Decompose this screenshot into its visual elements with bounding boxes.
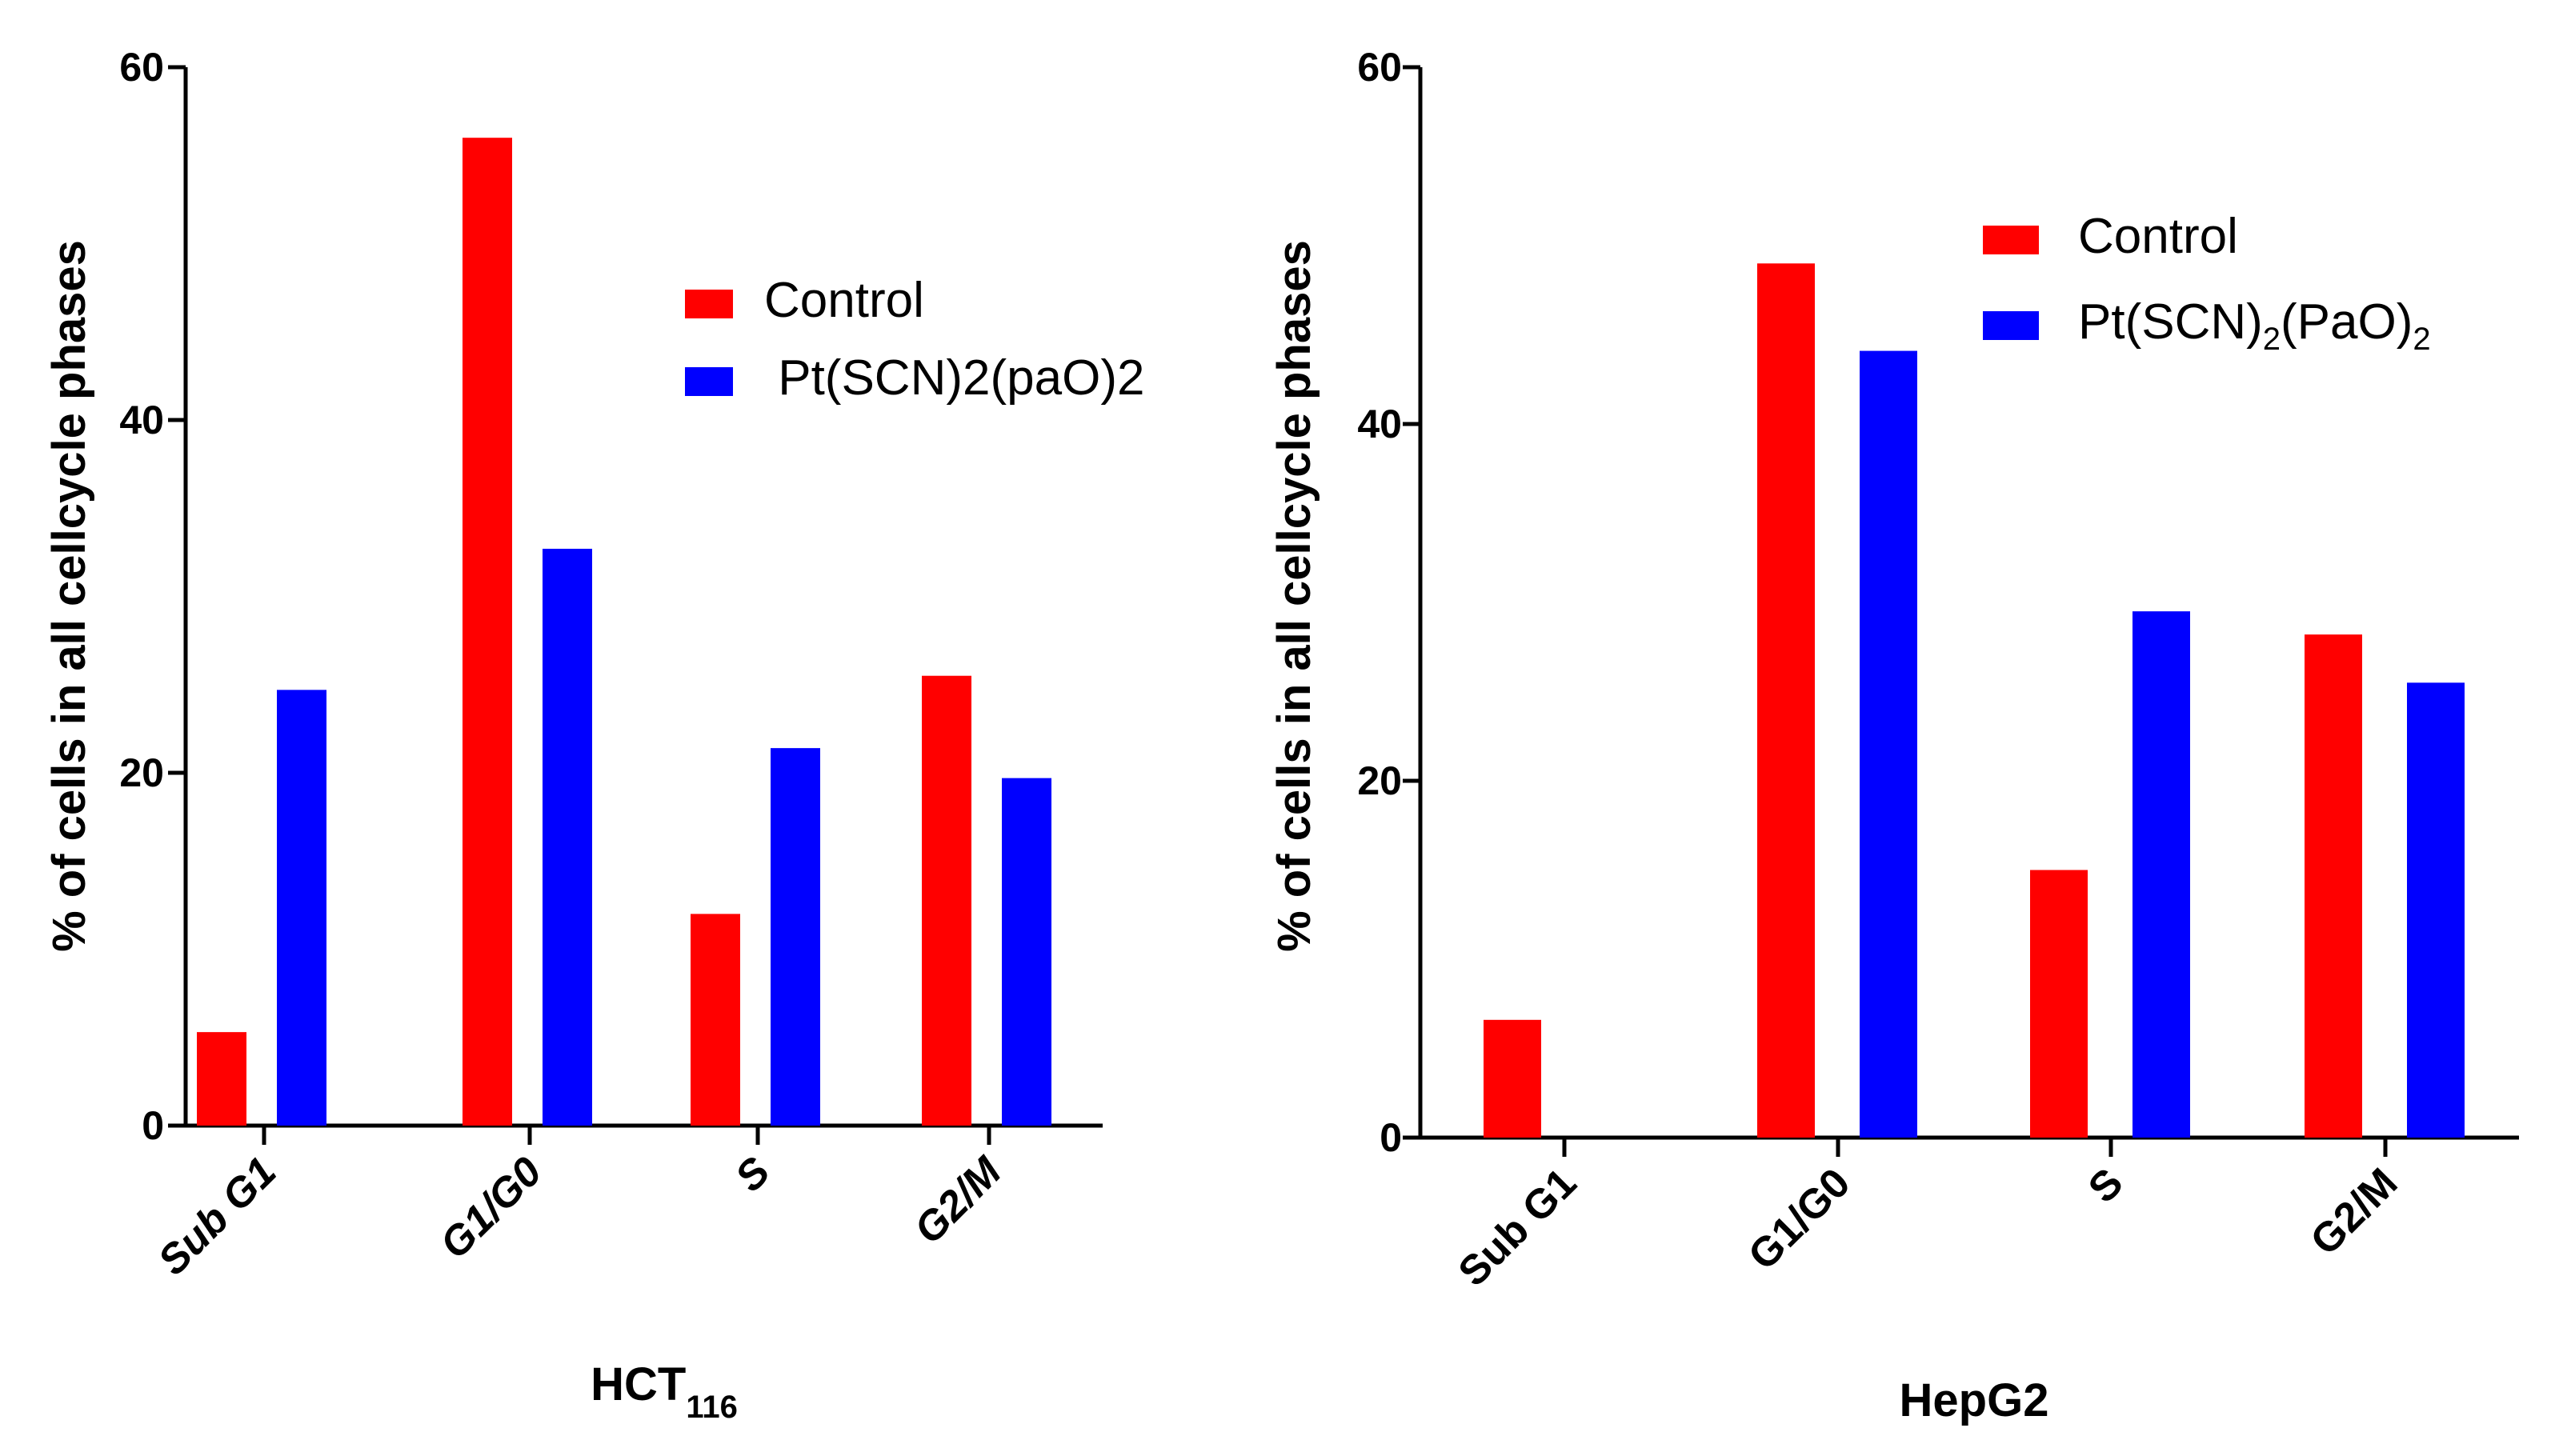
bar-treated-1: [277, 690, 326, 1126]
bar-control-3: [2030, 870, 2088, 1138]
y-axis-title: % of cells in all cellcycle phases: [1268, 240, 1320, 952]
legend-label: Control: [764, 273, 924, 328]
y-tick-label: 20: [1357, 758, 1402, 803]
legend: Control Pt(SCN)2(PaO)2: [1983, 209, 2431, 357]
bar-treated-4: [2407, 682, 2465, 1138]
legend-swatch: [685, 367, 733, 396]
chart-1: 0 20 40 60 Sub G1 G1/G0 S G2/M % of cells in all…: [43, 45, 1144, 1425]
legend-swatch: [1983, 226, 2039, 254]
bar-treated-2: [1860, 350, 1917, 1138]
y-tick-label: 60: [119, 45, 164, 90]
x-axis-title: HepG2: [1900, 1374, 2049, 1426]
bar-treated-3: [771, 748, 820, 1126]
legend-swatch: [1983, 311, 2039, 340]
x-axis-title: HCT116: [591, 1358, 738, 1425]
y-tick-label: 40: [1357, 402, 1402, 446]
x-category-label: G2/M: [906, 1147, 1011, 1253]
x-category-label: G2/M: [2302, 1159, 2407, 1264]
bar-control-2: [463, 138, 512, 1126]
legend-label: Pt(SCN)2(PaO)2: [2078, 294, 2431, 357]
y-tick-label: 0: [142, 1103, 164, 1148]
bar-control-3: [691, 914, 740, 1126]
legend-swatch: [685, 290, 733, 318]
x-category-label: Sub G1: [1450, 1159, 1586, 1295]
y-tick-label: 0: [1380, 1115, 1402, 1160]
y-axis-title: % of cells in all cellcycle phases: [43, 240, 95, 952]
legend-label: Control: [2078, 209, 2238, 264]
y-tick-label: 60: [1357, 45, 1402, 90]
bar-control-4: [922, 675, 971, 1126]
legend-label: Pt(SCN)2(paO)2: [764, 350, 1144, 406]
x-category-label: Sub G1: [150, 1148, 286, 1284]
bar-control-1: [1484, 1019, 1541, 1138]
x-category-label: G1/G0: [1740, 1159, 1859, 1278]
bar-control-1: [197, 1032, 246, 1126]
legend: Control Pt(SCN)2(paO)2: [685, 273, 1144, 406]
x-category-label: G1/G0: [431, 1148, 551, 1267]
bar-treated-2: [543, 548, 592, 1126]
y-tick-label: 20: [119, 750, 164, 795]
x-category-label: S: [2080, 1159, 2132, 1212]
bar-treated-4: [1002, 778, 1051, 1126]
y-tick-label: 40: [119, 398, 164, 442]
x-category-label: S: [727, 1148, 779, 1201]
bar-control-2: [1757, 263, 1815, 1138]
bar-treated-3: [2132, 611, 2190, 1138]
bar-control-4: [2305, 634, 2362, 1138]
chart-2: 0 20 40 60 Sub G1 G1/G0 S G2/M % of cells in all…: [1268, 45, 2519, 1426]
